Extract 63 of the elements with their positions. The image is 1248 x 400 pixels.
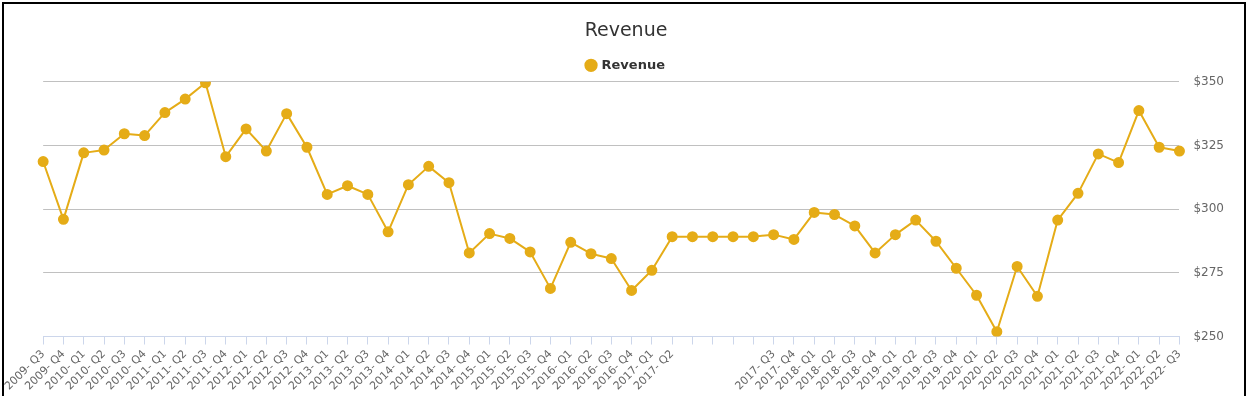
point	[443, 177, 455, 189]
point	[118, 128, 130, 140]
point	[504, 232, 516, 244]
point	[423, 160, 435, 172]
point	[707, 231, 719, 243]
point	[78, 147, 90, 159]
point	[1113, 157, 1125, 169]
point	[768, 229, 780, 241]
point	[666, 231, 678, 243]
point	[402, 179, 414, 191]
point	[179, 93, 191, 105]
point	[301, 141, 313, 153]
point	[1011, 260, 1023, 272]
point	[605, 253, 617, 265]
point	[524, 246, 536, 258]
point	[139, 130, 151, 142]
point	[281, 108, 293, 120]
point	[220, 151, 232, 163]
point	[788, 233, 800, 245]
point	[849, 220, 861, 232]
point	[727, 231, 739, 243]
point	[747, 231, 759, 243]
point	[260, 145, 272, 157]
point	[829, 209, 841, 221]
point	[1092, 148, 1104, 160]
point	[1153, 141, 1165, 153]
point	[889, 229, 901, 241]
point	[565, 236, 577, 248]
y-tick-label: $275	[1193, 264, 1225, 279]
point	[585, 248, 597, 260]
point	[159, 107, 171, 119]
point	[544, 282, 556, 294]
point	[37, 156, 49, 168]
point	[971, 289, 983, 301]
point	[1031, 290, 1043, 302]
point	[1052, 214, 1064, 226]
point	[1173, 145, 1185, 157]
point	[991, 326, 1003, 337]
y-tick-label: $325	[1193, 137, 1225, 152]
point	[950, 262, 962, 274]
y-tick-label: $300	[1193, 201, 1225, 216]
point	[686, 231, 698, 243]
legend-label: Revenue	[601, 56, 666, 72]
point	[808, 206, 820, 218]
chart-title: Revenue	[584, 18, 668, 41]
point	[1133, 105, 1145, 117]
point	[57, 213, 69, 225]
point	[626, 284, 638, 296]
point	[240, 123, 252, 135]
point	[910, 214, 922, 226]
y-tick-label: $350	[1193, 73, 1225, 88]
point	[362, 188, 374, 200]
point	[98, 144, 110, 156]
point	[930, 235, 942, 247]
point	[646, 264, 658, 276]
point	[382, 226, 394, 238]
point	[1072, 187, 1084, 199]
y-tick-label: $250	[1193, 328, 1225, 343]
point	[484, 228, 496, 240]
point	[463, 247, 475, 259]
point	[342, 180, 354, 192]
point	[321, 188, 333, 200]
point	[869, 247, 881, 259]
